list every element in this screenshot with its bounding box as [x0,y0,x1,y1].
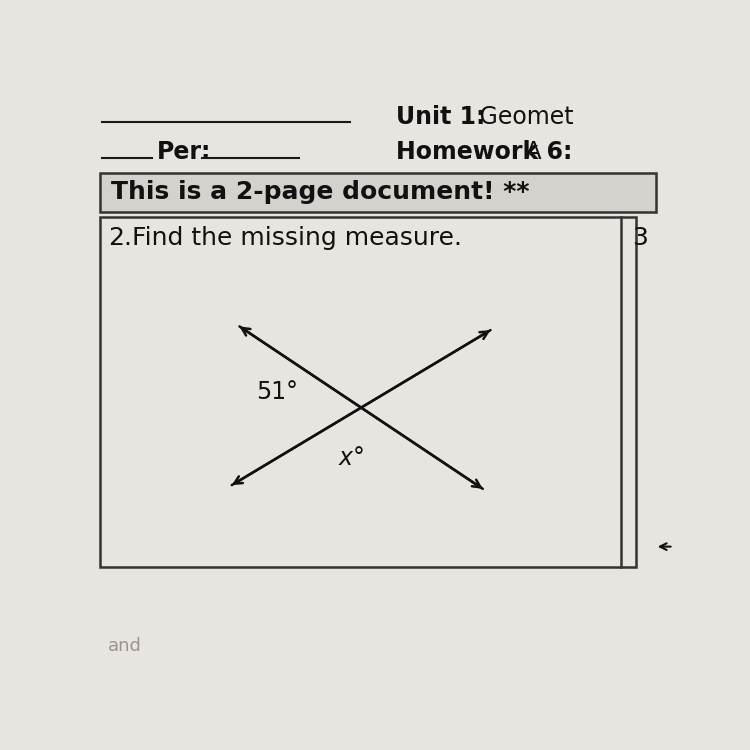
Text: Per:: Per: [158,140,212,164]
Bar [100,217,636,568]
Bar [100,173,656,211]
Text: This is a 2-page document! **: This is a 2-page document! ** [111,181,530,205]
Text: Homework 6:: Homework 6: [396,140,572,164]
Text: Unit 1:: Unit 1: [396,106,485,130]
Text: $x$°: $x$° [338,446,364,470]
Text: 3: 3 [632,226,648,251]
Text: 2.: 2. [108,226,132,251]
Text: Find the missing measure.: Find the missing measure. [133,226,463,251]
Text: 51°: 51° [256,380,298,404]
Text: and: and [108,637,142,655]
Text: Geomet: Geomet [472,106,574,130]
Text: A: A [518,140,542,164]
